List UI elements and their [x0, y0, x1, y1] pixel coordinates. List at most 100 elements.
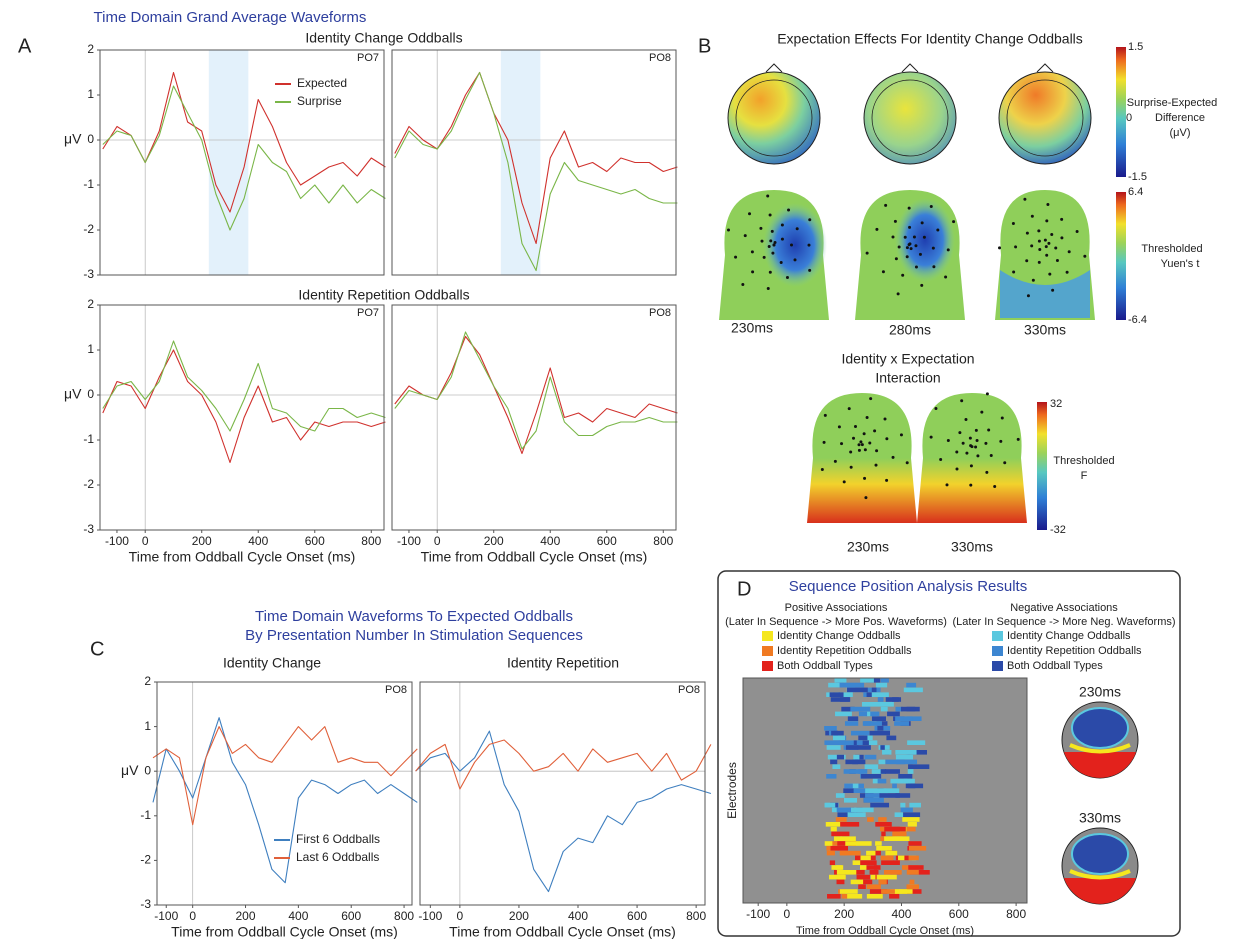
raster-cell — [882, 750, 892, 755]
raster-cell — [878, 817, 887, 822]
electrode-dot — [823, 413, 827, 417]
y-tick-label: 1 — [87, 342, 94, 356]
raster-cell — [877, 778, 887, 784]
raster-cell — [900, 802, 906, 808]
electrode-dot — [1075, 229, 1079, 233]
x-axis-label: Time from Oddball Cycle Onset (ms) — [129, 549, 356, 565]
raster-cell — [894, 812, 904, 817]
electrode-dot — [907, 206, 911, 210]
raster-cell — [908, 855, 919, 861]
waveform — [394, 71, 678, 272]
y-axis-label: μV — [64, 386, 82, 402]
electrode-dot — [1025, 259, 1029, 263]
electrode-dot — [955, 450, 959, 454]
electrode-dot — [1030, 214, 1034, 218]
waveform — [102, 340, 386, 432]
electrode-dot — [934, 406, 938, 410]
raster-cell — [900, 807, 913, 813]
plot-frame — [99, 304, 385, 531]
raster-cell — [878, 759, 886, 765]
raster-cell — [889, 894, 900, 899]
electrode-dot — [1048, 272, 1052, 276]
raster-cell — [841, 706, 855, 712]
raster-cell — [830, 826, 837, 832]
raster-cell — [885, 697, 902, 702]
section-title: Interaction — [875, 370, 940, 386]
electrode-dot — [958, 431, 962, 435]
electrode-dot — [759, 226, 763, 230]
raster-cell — [909, 879, 915, 885]
colorbar-title: Thresholded — [1141, 243, 1202, 255]
head-outline — [1036, 63, 1054, 73]
raster-cell — [861, 687, 881, 693]
waveform — [394, 331, 678, 450]
raster-cell — [825, 822, 836, 827]
x-tick-label: -100 — [746, 907, 770, 921]
raster-cell — [858, 711, 868, 717]
electrode-dot — [896, 292, 900, 296]
x-tick-label: 200 — [509, 909, 529, 923]
colorbar-title: Surprise-Expected — [1127, 97, 1218, 109]
raster-cell — [874, 850, 881, 856]
electrode-dot — [808, 218, 812, 222]
x-axis-label: Time from Oddball Cycle Onset (ms) — [449, 924, 676, 939]
y-tick-label: -1 — [83, 432, 94, 446]
raster-cell — [844, 682, 865, 688]
electrode-dot — [985, 470, 989, 474]
panel-title: Time Domain Waveforms To Expected Oddbal… — [255, 608, 573, 625]
electrode-dot — [773, 241, 777, 245]
raster-cell — [903, 687, 923, 693]
raster-cell — [832, 735, 846, 741]
electrode-dot — [945, 483, 949, 487]
raster-cell — [894, 889, 913, 894]
waveform — [152, 726, 418, 826]
raster-cell — [866, 692, 872, 697]
group-title: Identity Repetition Oddballs — [298, 287, 469, 303]
raster-cell — [892, 831, 907, 837]
panel-title: By Presentation Number In Stimulation Se… — [245, 627, 583, 644]
raster-cell — [886, 735, 897, 741]
colorbar-label: -32 — [1050, 524, 1066, 536]
electrode-dot — [1030, 244, 1034, 248]
electrode-dot — [993, 484, 997, 488]
electrode-dot — [969, 444, 973, 448]
electrode-dot — [808, 268, 812, 272]
electrode-dot — [1025, 231, 1029, 235]
raster-cell — [900, 706, 916, 712]
x-tick-label: 0 — [142, 534, 149, 548]
raster-cell — [850, 706, 871, 712]
raster-cell — [865, 788, 887, 793]
raster-cell — [859, 860, 877, 865]
y-axis-label: Electrodes — [725, 762, 739, 819]
legend-heading: Positive Associations — [785, 602, 888, 614]
effect-blob — [895, 198, 955, 282]
colorbar-title: Yuen's t — [1161, 258, 1200, 270]
raster-cell — [866, 884, 881, 889]
legend-label: Identity Repetition Oddballs — [777, 645, 912, 657]
raster-cell — [850, 730, 870, 736]
electrode-dot — [748, 212, 752, 216]
electrode-dot — [768, 270, 772, 274]
raster-cell — [885, 759, 905, 765]
raster-cell — [875, 841, 882, 846]
electrode-dot — [1000, 416, 1004, 420]
raster-cell — [862, 721, 882, 726]
raster-cell — [898, 774, 913, 779]
raster-cell — [863, 702, 885, 707]
colorbar — [1037, 402, 1047, 530]
raster-cell — [907, 822, 917, 827]
raster-cell — [836, 879, 845, 885]
effect-blob — [1000, 270, 1090, 318]
electrode-dot — [891, 235, 895, 239]
raster-cell — [860, 678, 874, 683]
electrode-dot — [987, 428, 991, 432]
legend-label: Identity Change Oddballs — [1007, 630, 1131, 642]
y-tick-label: -3 — [83, 522, 94, 536]
raster-cell — [880, 706, 888, 712]
x-tick-label: 200 — [192, 534, 212, 548]
raster-cell — [895, 754, 914, 760]
electrode-dot — [768, 213, 772, 217]
raster-cell — [835, 793, 845, 798]
raster-cell — [835, 817, 847, 822]
